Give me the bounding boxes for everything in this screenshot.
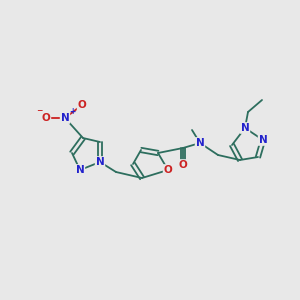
Text: N: N: [196, 138, 204, 148]
Text: N: N: [259, 135, 267, 145]
Text: N: N: [61, 113, 69, 123]
Text: O: O: [164, 165, 172, 175]
Text: N: N: [76, 165, 84, 175]
Text: N: N: [241, 123, 249, 133]
Text: N: N: [96, 157, 104, 167]
Text: O: O: [78, 100, 86, 110]
Text: +: +: [69, 106, 75, 116]
Text: O: O: [178, 160, 188, 170]
Text: O: O: [42, 113, 50, 123]
Text: −: −: [36, 106, 42, 116]
